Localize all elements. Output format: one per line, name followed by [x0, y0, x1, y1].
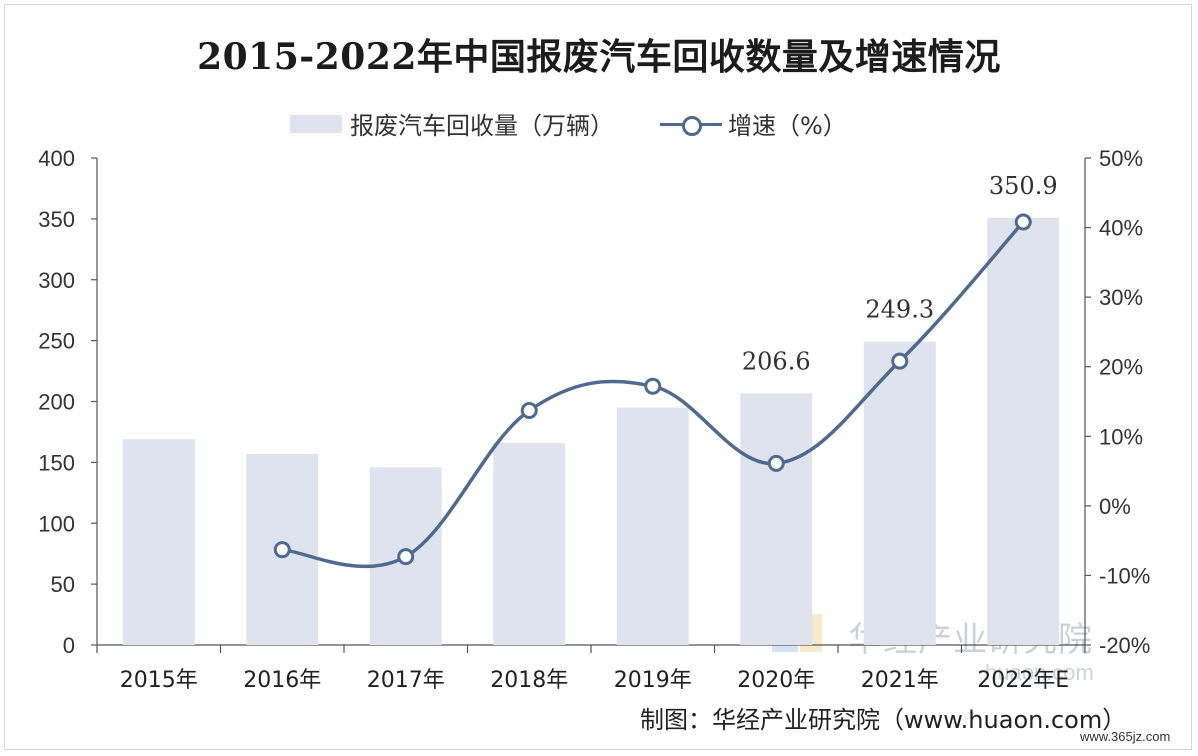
growth-point	[891, 352, 909, 370]
legend-line-label: 增速（%）	[728, 112, 847, 140]
brand-watermark-sub: huaon.com	[985, 660, 1094, 685]
chart-title: 2015-2022年中国报废汽车回收数量及增速情况	[197, 36, 1001, 78]
bar	[987, 217, 1060, 646]
right-tick-label: 0%	[1099, 494, 1131, 519]
left-tick-label: 150	[38, 450, 75, 475]
x-tick-label: 2021年	[861, 668, 939, 693]
bar	[493, 442, 566, 645]
left-tick-label: 250	[38, 329, 75, 354]
x-tick-label: 2017年	[367, 668, 445, 693]
left-tick-label: 200	[38, 390, 75, 415]
x-tick-label: 2018年	[490, 668, 568, 693]
x-tick-label: 2016年	[243, 668, 321, 693]
bar-data-label: 350.9	[989, 172, 1058, 200]
x-tick-label: 2015年	[120, 668, 198, 693]
growth-point	[1014, 213, 1032, 231]
legend: 报废汽车回收量（万辆） 增速（%）	[290, 106, 847, 141]
x-tick-label: 2019年	[614, 668, 692, 693]
legend-line-swatch	[660, 112, 722, 136]
growth-point	[273, 541, 291, 559]
left-tick-label: 300	[38, 268, 75, 293]
growth-point	[767, 454, 785, 472]
bar	[122, 439, 195, 645]
right-tick-label: 30%	[1099, 285, 1143, 310]
right-tick-label: 10%	[1099, 424, 1143, 449]
bar	[863, 341, 936, 645]
bar-data-label: 206.6	[742, 347, 811, 375]
x-tick-label: 2020年	[737, 668, 815, 693]
bar	[740, 393, 813, 645]
x-tick-label: 2022年E	[977, 668, 1069, 693]
left-tick-label: 0	[63, 633, 75, 658]
growth-point	[397, 548, 415, 566]
site-watermark: www.365jz.com	[1080, 729, 1171, 744]
right-tick-label: 40%	[1099, 216, 1143, 241]
bar-data-label: 249.3	[865, 295, 934, 323]
legend-bar-swatch	[290, 114, 342, 133]
right-tick-label: -20%	[1099, 633, 1150, 658]
left-tick-label: 350	[38, 207, 75, 232]
bar	[616, 407, 689, 645]
right-tick-label: 20%	[1099, 355, 1143, 380]
left-tick-label: 100	[38, 511, 75, 536]
growth-point	[520, 402, 538, 420]
source-note: 制图：华经产业研究院（www.huaon.com）	[640, 706, 1127, 734]
right-tick-label: -10%	[1099, 563, 1150, 588]
growth-point	[644, 377, 662, 395]
right-tick-label: 50%	[1099, 146, 1143, 171]
left-tick-label: 50	[51, 572, 75, 597]
legend-bar-label: 报废汽车回收量（万辆）	[350, 112, 614, 140]
left-tick-label: 400	[38, 146, 75, 171]
